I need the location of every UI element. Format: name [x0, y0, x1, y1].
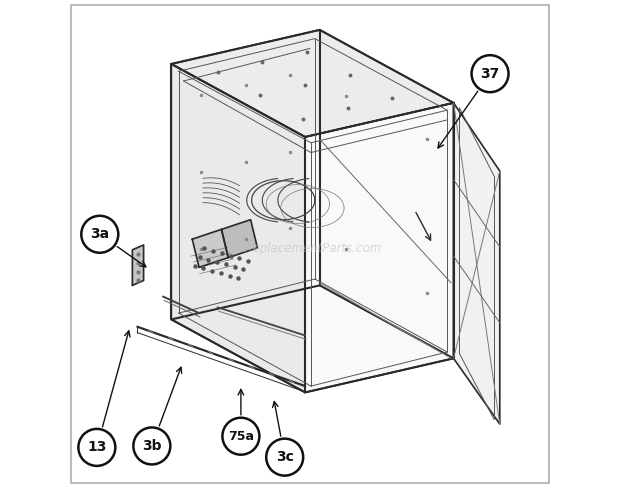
Circle shape [223, 418, 259, 455]
Polygon shape [133, 245, 144, 285]
Polygon shape [192, 229, 228, 267]
Polygon shape [454, 103, 500, 424]
Polygon shape [171, 64, 305, 392]
Polygon shape [221, 220, 257, 258]
Text: 3a: 3a [91, 227, 109, 241]
Text: eReplacementParts.com: eReplacementParts.com [238, 243, 382, 255]
Text: 13: 13 [87, 440, 107, 454]
Polygon shape [171, 30, 454, 137]
Polygon shape [305, 103, 454, 392]
Text: 37: 37 [480, 67, 500, 81]
Circle shape [472, 55, 508, 92]
Circle shape [133, 427, 171, 465]
Circle shape [266, 439, 303, 476]
Text: 75a: 75a [228, 430, 254, 443]
Circle shape [78, 429, 115, 466]
Text: 3b: 3b [142, 439, 162, 453]
Text: 3c: 3c [276, 450, 294, 464]
Circle shape [81, 216, 118, 253]
